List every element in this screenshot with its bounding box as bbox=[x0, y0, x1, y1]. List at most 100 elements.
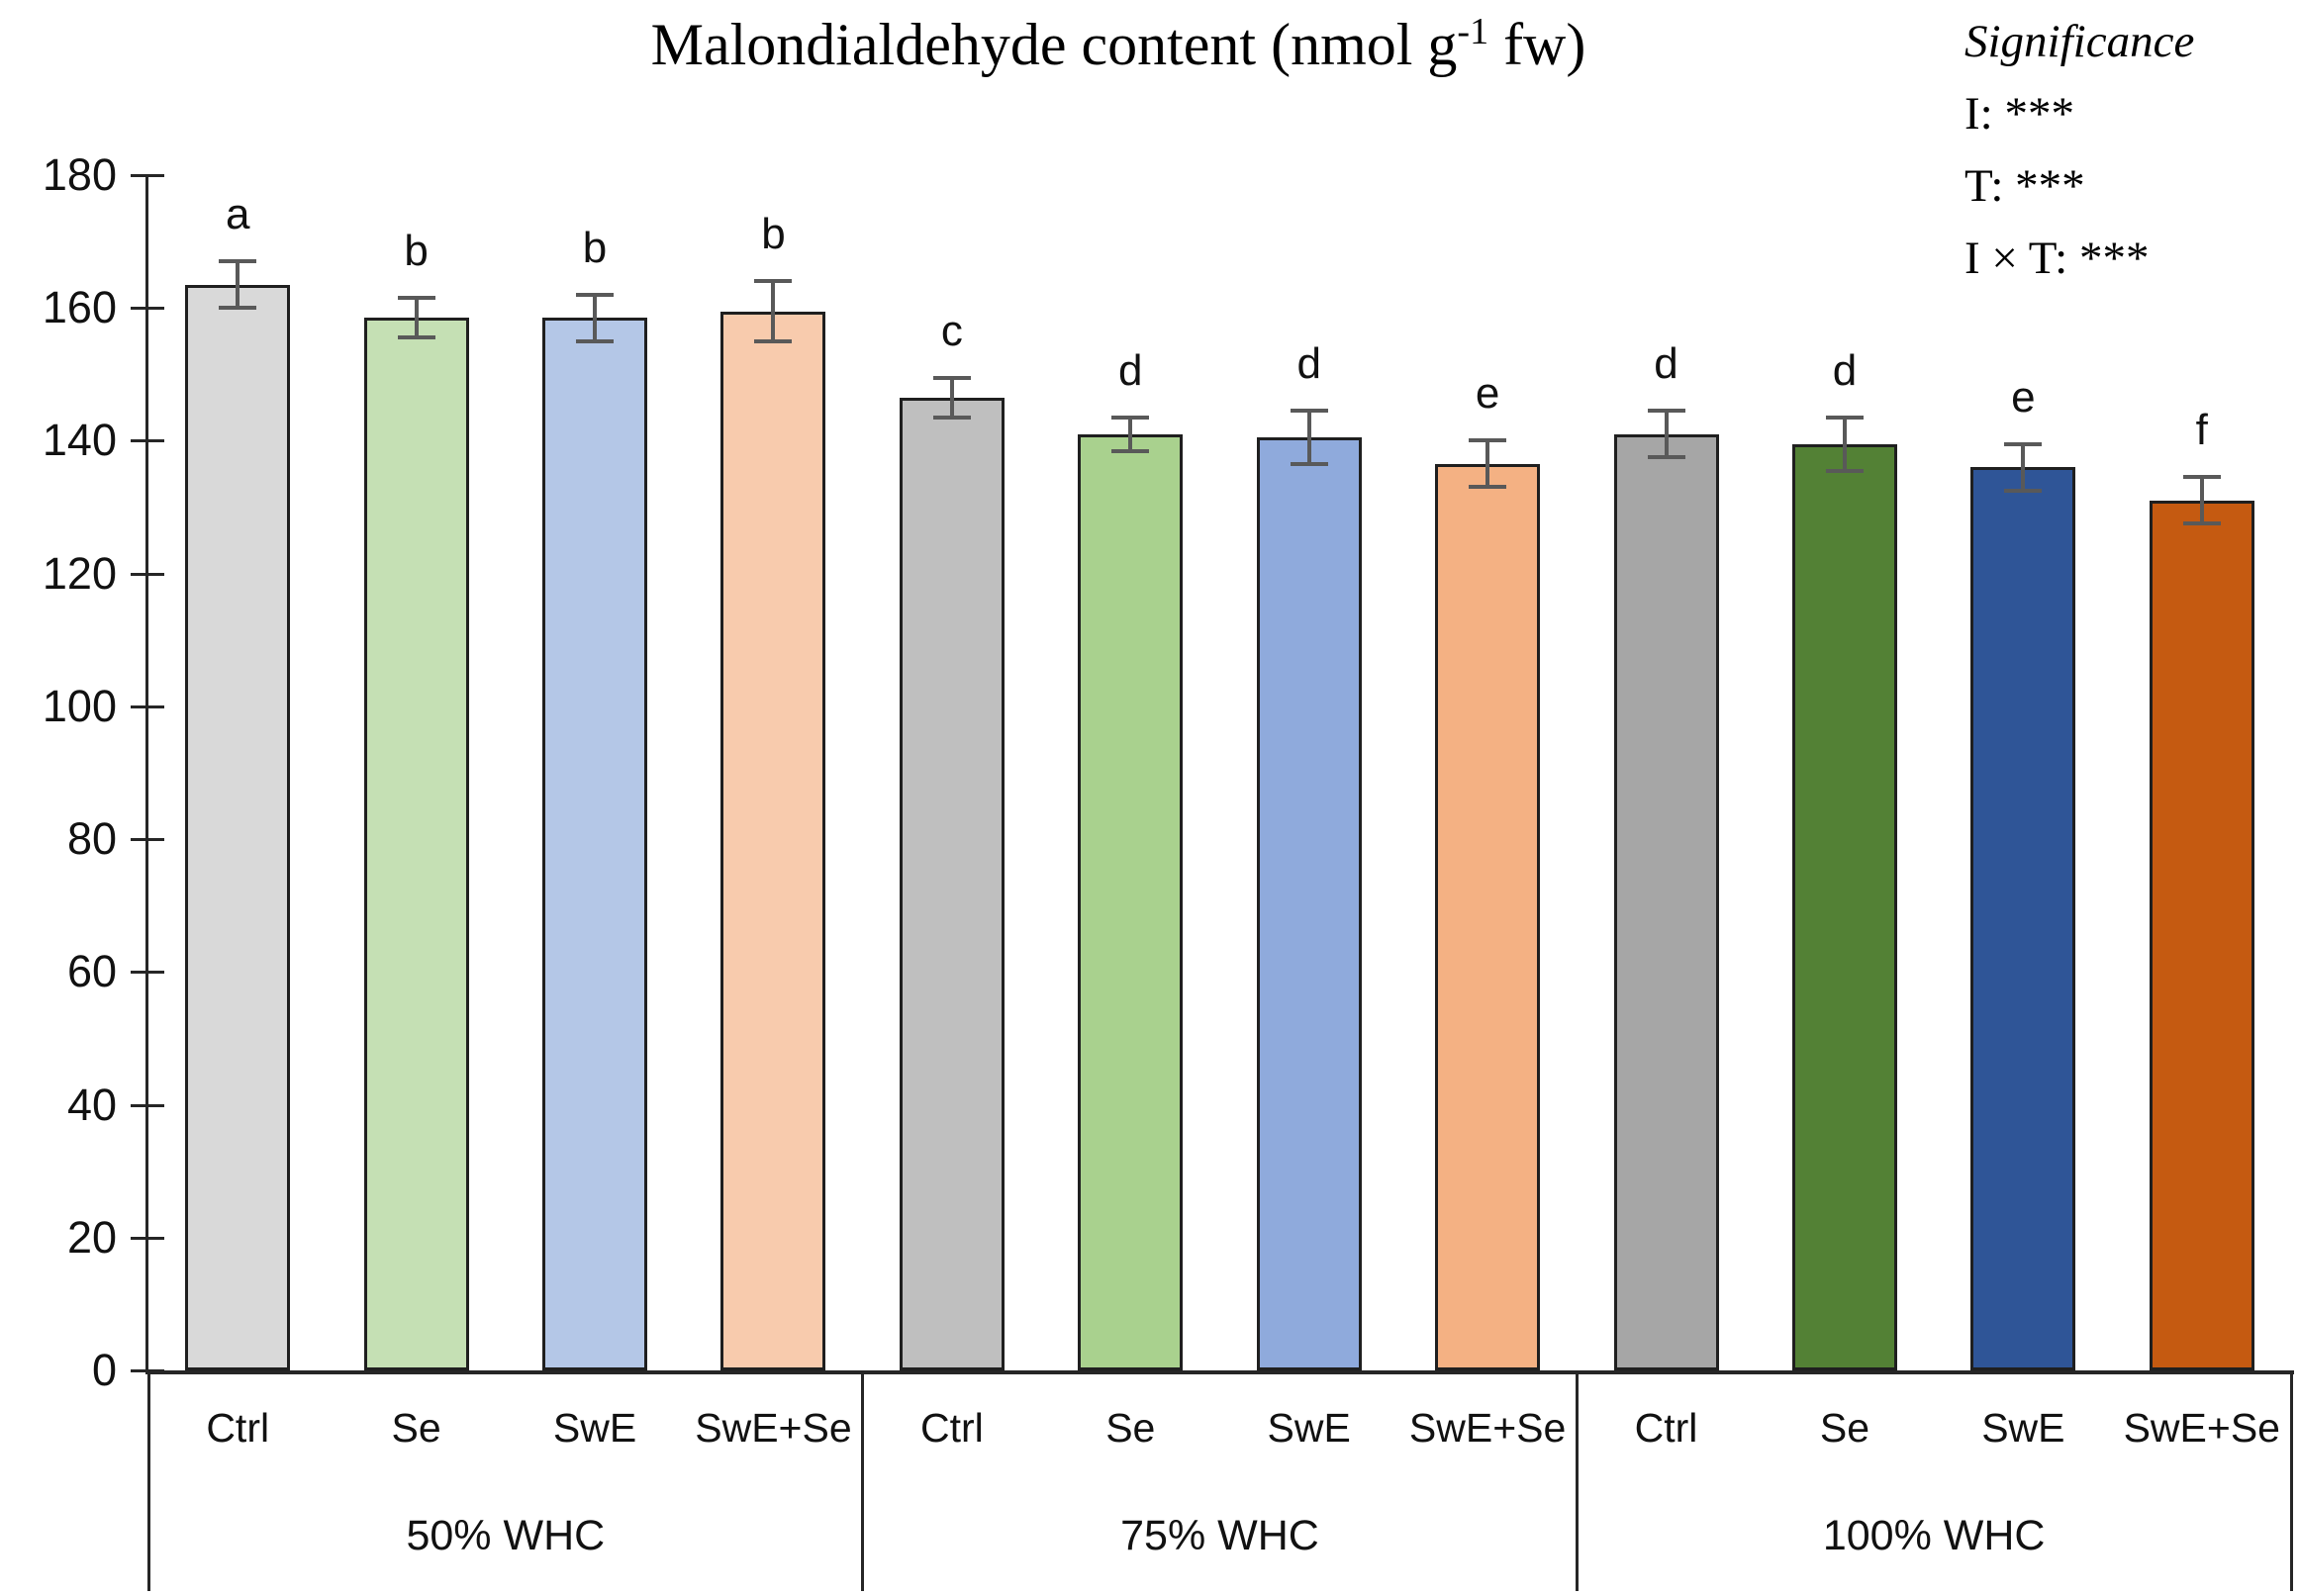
treatment-label: SwE+Se bbox=[2123, 1405, 2280, 1451]
significance-letter: e bbox=[1475, 369, 1500, 419]
significance-letter: d bbox=[1118, 345, 1143, 395]
treatment-label: SwE+Se bbox=[695, 1405, 852, 1451]
y-axis-tick-label: 20 bbox=[66, 1211, 117, 1263]
y-axis-tick bbox=[131, 838, 164, 842]
group-divider bbox=[146, 1370, 150, 1591]
group-label: 50% WHC bbox=[406, 1512, 606, 1559]
error-bar-cap-bottom bbox=[2004, 488, 2043, 493]
error-bar-cap-top bbox=[1290, 409, 1328, 414]
treatment-label: SwE bbox=[552, 1405, 637, 1451]
error-bar-cap-bottom bbox=[576, 338, 615, 343]
bar-75-swe+se bbox=[1435, 463, 1541, 1370]
bar-100-ctrl bbox=[1613, 433, 1719, 1370]
y-axis-tick-label: 60 bbox=[66, 946, 117, 997]
error-bar-cap-bottom bbox=[1647, 455, 1685, 460]
bar-50-swe bbox=[542, 318, 648, 1370]
error-bar-cap-top bbox=[932, 375, 971, 380]
bar-75-se bbox=[1078, 433, 1184, 1370]
y-axis-tick-label: 80 bbox=[66, 813, 117, 865]
significance-letter: d bbox=[1296, 339, 1321, 389]
treatment-label: Se bbox=[1105, 1405, 1156, 1451]
chart-title-superscript: -1 bbox=[1457, 11, 1489, 52]
y-axis-line bbox=[145, 175, 148, 1373]
significance-letter: f bbox=[2195, 406, 2208, 455]
y-axis-tick-label: 120 bbox=[42, 547, 117, 599]
error-bar-cap-top bbox=[2004, 441, 2043, 446]
significance-letter: b bbox=[404, 227, 429, 276]
treatment-label: SwE+Se bbox=[1408, 1405, 1567, 1451]
error-bar-cap-bottom bbox=[1469, 485, 1507, 490]
error-bar-cap-bottom bbox=[932, 415, 971, 420]
error-bar-line bbox=[236, 261, 240, 309]
chart-title: Malondialdehyde content (nmol g-1 fw) bbox=[0, 10, 2237, 79]
error-bar-line bbox=[949, 377, 954, 418]
bar-50-swe+se bbox=[720, 311, 826, 1370]
y-axis-tick-label: 160 bbox=[42, 282, 117, 333]
treatment-label: Ctrl bbox=[1634, 1405, 1698, 1451]
significance-letter: b bbox=[582, 223, 608, 272]
chart-title-prefix: Malondialdehyde content (nmol g bbox=[650, 12, 1458, 77]
y-axis-tick bbox=[131, 704, 164, 708]
treatment-label: SwE bbox=[1267, 1405, 1351, 1451]
error-bar-cap-bottom bbox=[754, 338, 793, 343]
bar-50-se bbox=[363, 318, 469, 1370]
error-bar-line bbox=[2199, 477, 2204, 524]
significance-letter: d bbox=[1832, 345, 1858, 395]
error-bar-cap-top bbox=[576, 292, 615, 297]
significance-heading: Significance bbox=[1964, 16, 2195, 67]
group-divider bbox=[1575, 1370, 1579, 1591]
group-label: 100% WHC bbox=[1822, 1512, 2046, 1559]
group-divider bbox=[861, 1370, 865, 1591]
error-bar-cap-top bbox=[1825, 415, 1864, 420]
y-axis-tick-label: 100 bbox=[42, 680, 117, 731]
y-axis-tick bbox=[131, 1236, 164, 1240]
significance-letter: d bbox=[1654, 339, 1678, 389]
y-axis-tick bbox=[131, 572, 164, 576]
error-bar-cap-bottom bbox=[1825, 468, 1864, 473]
bar-75-swe bbox=[1256, 437, 1362, 1370]
group-divider bbox=[2289, 1370, 2293, 1591]
error-bar-line bbox=[593, 294, 598, 341]
y-axis-tick-label: 40 bbox=[66, 1079, 117, 1130]
y-axis-tick bbox=[131, 439, 164, 443]
bar-100-swe bbox=[1970, 467, 2076, 1370]
treatment-label: Ctrl bbox=[919, 1405, 984, 1451]
error-bar-line bbox=[414, 298, 419, 338]
treatment-label: SwE bbox=[1981, 1405, 2065, 1451]
error-bar-cap-bottom bbox=[1111, 448, 1150, 453]
error-bar-cap-bottom bbox=[219, 306, 257, 311]
y-axis-tick bbox=[131, 971, 164, 975]
error-bar-line bbox=[1128, 417, 1133, 451]
significance-letter: c bbox=[940, 306, 963, 355]
error-bar-cap-bottom bbox=[397, 335, 435, 340]
treatment-label: Ctrl bbox=[206, 1405, 270, 1451]
bar-100-swe+se bbox=[2149, 500, 2254, 1370]
significance-line-irrigation: I: *** bbox=[1964, 87, 2074, 140]
significance-letter: b bbox=[761, 210, 786, 259]
significance-letter: a bbox=[225, 190, 250, 239]
chart-title-suffix: fw) bbox=[1488, 12, 1586, 77]
error-bar-cap-top bbox=[2182, 475, 2221, 480]
error-bar-cap-top bbox=[1111, 415, 1150, 420]
error-bar-cap-top bbox=[1469, 438, 1507, 443]
x-axis-line bbox=[145, 1370, 2294, 1374]
y-axis-tick-label: 0 bbox=[91, 1345, 117, 1395]
treatment-label: Se bbox=[391, 1405, 441, 1451]
error-bar-cap-top bbox=[754, 279, 793, 284]
error-bar-line bbox=[1842, 417, 1847, 471]
error-bar-cap-bottom bbox=[2182, 521, 2221, 526]
error-bar-line bbox=[1485, 440, 1490, 488]
error-bar-cap-top bbox=[219, 259, 257, 264]
error-bar-cap-bottom bbox=[1290, 461, 1328, 466]
bar-75-ctrl bbox=[899, 397, 1005, 1370]
error-bar-cap-top bbox=[1647, 409, 1685, 414]
y-axis-tick bbox=[131, 1103, 164, 1107]
error-bar-line bbox=[2021, 443, 2026, 491]
significance-letter: e bbox=[2011, 372, 2036, 422]
bar-50-ctrl bbox=[185, 284, 291, 1370]
significance-block: Significance I: *** T: *** I × T: *** bbox=[1964, 6, 2291, 294]
error-bar-line bbox=[771, 281, 776, 341]
error-bar-cap-top bbox=[397, 296, 435, 301]
group-label: 75% WHC bbox=[1120, 1512, 1319, 1559]
